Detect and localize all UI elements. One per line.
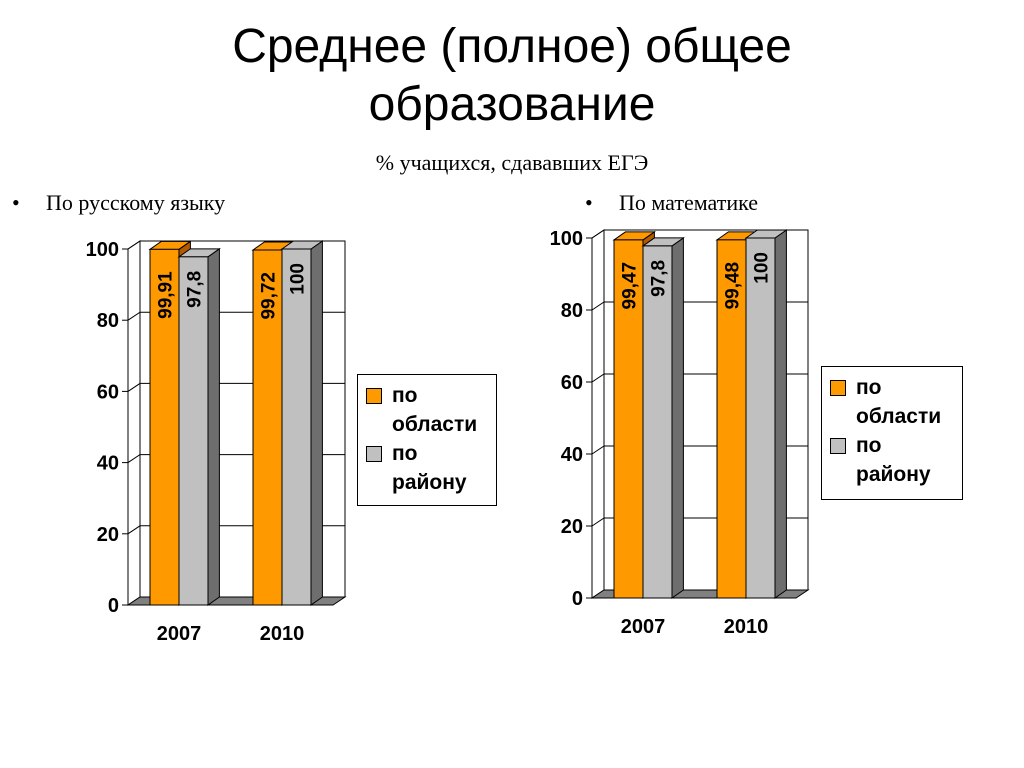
bar-district-2007	[178, 256, 209, 606]
bar-side	[671, 236, 684, 599]
x-tick-label: 2007	[621, 616, 666, 638]
bullet-russian: • По русскому языку	[12, 190, 225, 216]
bar-side	[207, 247, 220, 606]
slide-title-line-1: Среднее (полное) общее	[232, 20, 792, 73]
legend-label-line: району	[392, 471, 467, 494]
bar-district-2010	[745, 237, 776, 599]
bar-region-2010	[252, 249, 283, 606]
bar-side	[310, 240, 323, 606]
legend-entry-region: по области	[830, 373, 954, 431]
gridline	[591, 229, 808, 239]
data-label: 100	[752, 252, 773, 284]
plot-side-wall	[591, 229, 605, 599]
gridline	[127, 240, 345, 250]
bar-district-2010	[281, 248, 312, 606]
data-label: 99,91	[156, 271, 177, 319]
legend-label-line: району	[856, 463, 931, 486]
data-label: 99,72	[259, 272, 280, 320]
bullet-math: • По математике	[585, 190, 758, 216]
legend-entry-district: по району	[366, 439, 488, 497]
bullet-marker: •	[12, 190, 20, 215]
legend-math: по области по району	[821, 366, 963, 500]
chart-title-russian: По русскому языку	[46, 190, 226, 215]
y-tick-label: 20	[561, 516, 583, 538]
legend-label-line: по	[392, 442, 418, 465]
y-tick-label: 0	[108, 595, 119, 617]
legend-label-line: области	[856, 405, 942, 428]
bar-region-2007	[149, 248, 180, 606]
bar-district-2007	[642, 245, 673, 599]
slide-subtitle: % учащихся, сдававших ЕГЭ	[375, 150, 649, 175]
legend-russian: по области по району	[357, 374, 497, 506]
legend-label-line: по	[856, 376, 882, 399]
legend-swatch-district	[830, 438, 846, 454]
legend-entry-region: по области	[366, 381, 488, 439]
y-tick-label: 60	[561, 372, 583, 394]
y-tick-label: 60	[97, 381, 119, 403]
y-tick-label: 0	[572, 588, 583, 610]
chart-russian: 0 20 40 60 80 100 99,91 97,8 2007 99,72 100 2010	[86, 239, 347, 645]
bullet-marker: •	[585, 190, 593, 215]
y-tick-label: 20	[97, 524, 119, 546]
chart-math: 0 20 40 60 80 100 99,47 97,8 2007 99,48 100 2010	[550, 228, 810, 638]
legend-entry-district: по району	[830, 431, 954, 489]
legend-label-line: по	[856, 434, 882, 457]
x-tick-label: 2007	[157, 623, 202, 645]
y-tick-label: 100	[86, 239, 119, 261]
bar-side	[774, 229, 787, 599]
plot-side-wall	[127, 240, 141, 606]
slide-title-line-2: образование	[368, 78, 656, 131]
data-label: 97,8	[185, 271, 206, 308]
bar-region-2010	[716, 239, 747, 599]
y-tick-label: 80	[97, 310, 119, 332]
data-label: 99,47	[620, 262, 641, 310]
x-tick-label: 2010	[724, 616, 769, 638]
y-tick-label: 40	[561, 444, 583, 466]
chart-title-math: По математике	[619, 190, 758, 215]
legend-swatch-region	[366, 388, 382, 404]
legend-label-line: по	[392, 384, 418, 407]
y-tick-label: 40	[97, 453, 119, 475]
data-label: 97,8	[649, 260, 670, 297]
x-tick-label: 2010	[260, 623, 305, 645]
y-tick-label: 100	[550, 228, 583, 250]
legend-swatch-district	[366, 446, 382, 462]
slide-title: Среднее (полное) общее образование	[0, 18, 1024, 134]
y-tick-label: 80	[561, 300, 583, 322]
data-label: 100	[288, 263, 309, 295]
legend-label-line: области	[392, 413, 478, 436]
data-label: 99,48	[723, 262, 744, 310]
legend-swatch-region	[830, 380, 846, 396]
